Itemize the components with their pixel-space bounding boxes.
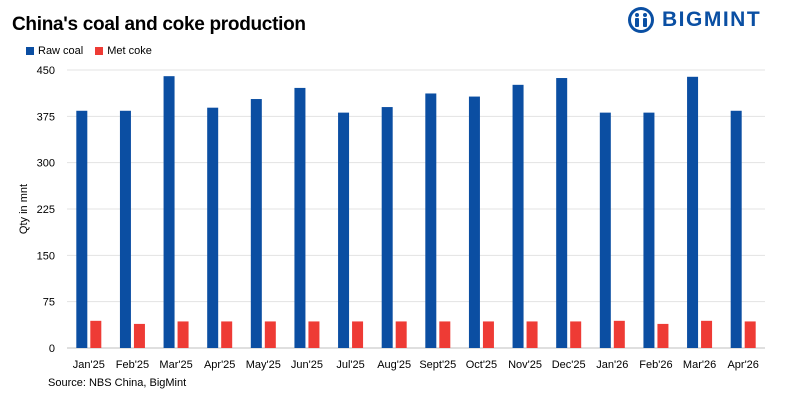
x-tick-label: May'25: [246, 359, 281, 371]
bars: [76, 76, 756, 349]
bar-raw-coal: [687, 76, 699, 348]
chart-title: China's coal and coke production: [12, 14, 306, 35]
y-tick-label: 225: [37, 204, 55, 216]
bar-raw-coal: [76, 110, 88, 348]
bar-raw-coal: [163, 76, 175, 348]
brand-name: BIGMINT: [662, 8, 762, 31]
y-tick-label: 75: [43, 297, 55, 309]
legend-swatch-met-coke: [95, 47, 104, 55]
bar-met-coke: [482, 321, 494, 348]
bar-raw-coal: [119, 110, 131, 348]
x-tick-label: Jun'25: [291, 359, 323, 371]
bar-raw-coal: [294, 87, 306, 348]
legend-swatch-raw-coal: [26, 47, 34, 55]
y-tick-label: 300: [37, 158, 55, 170]
bar-met-coke: [352, 321, 364, 348]
bar-met-coke: [264, 321, 276, 348]
y-tick-label: 450: [37, 65, 55, 77]
y-tick-label: 150: [37, 250, 55, 262]
legend-item-met-coke: Met coke: [95, 45, 152, 57]
x-tick-label: Oct'25: [466, 359, 497, 371]
bar-met-coke: [133, 323, 145, 348]
y-tick-label: 375: [37, 111, 55, 123]
bar-met-coke: [308, 321, 320, 348]
brand-logo: BIGMINT: [626, 6, 796, 34]
x-tick-label: Jan'25: [73, 359, 105, 371]
bar-raw-coal: [338, 112, 350, 348]
source-note: Source: NBS China, BigMint: [48, 377, 187, 389]
bar-raw-coal: [468, 96, 480, 348]
x-tick-label: Jan'26: [596, 359, 628, 371]
y-axis-ticks: 0 75 150 225 300 375 450: [37, 65, 55, 355]
legend: Raw coal Met coke: [26, 45, 152, 57]
y-axis-label: Qty in mnt: [18, 184, 30, 234]
x-tick-label: Aug'25: [377, 359, 411, 371]
x-tick-label: Feb'26: [639, 359, 672, 371]
bar-met-coke: [177, 321, 189, 348]
bar-raw-coal: [643, 112, 655, 348]
bar-raw-coal: [599, 112, 611, 348]
bar-raw-coal: [425, 93, 437, 348]
x-tick-label: Jul'25: [336, 359, 364, 371]
bar-raw-coal: [207, 107, 219, 348]
bar-met-coke: [570, 321, 582, 348]
x-tick-label: Sept'25: [419, 359, 456, 371]
bar-met-coke: [657, 323, 669, 348]
y-tick-label: 0: [49, 343, 55, 355]
bar-raw-coal: [730, 110, 742, 348]
x-axis-ticks: Jan'25 Feb'25 Mar'25 Apr'25 May'25 Jun'25 Jul'…: [73, 359, 759, 371]
bar-met-coke: [439, 321, 451, 348]
bar-met-coke: [221, 321, 233, 348]
x-tick-label: Mar'26: [683, 359, 716, 371]
x-tick-label: Mar'25: [159, 359, 192, 371]
bar-met-coke: [526, 321, 538, 348]
legend-label-met-coke: Met coke: [107, 45, 152, 57]
x-tick-label: Dec'25: [552, 359, 586, 371]
brand-logo-icon: [628, 7, 654, 33]
bar-met-coke: [701, 320, 713, 348]
bar-met-coke: [90, 320, 102, 348]
legend-label-raw-coal: Raw coal: [38, 45, 84, 57]
bar-raw-coal: [512, 84, 524, 349]
x-tick-label: Apr'25: [204, 359, 235, 371]
bar-met-coke: [744, 321, 756, 348]
x-tick-label: Nov'25: [508, 359, 542, 371]
x-tick-label: Apr'26: [727, 359, 758, 371]
bar-met-coke: [395, 321, 407, 348]
x-tick-label: Feb'25: [116, 359, 149, 371]
legend-item-raw-coal: Raw coal: [26, 45, 83, 57]
bar-met-coke: [613, 320, 625, 348]
bar-raw-coal: [556, 78, 568, 348]
bar-raw-coal: [381, 107, 393, 348]
bar-raw-coal: [250, 99, 262, 348]
